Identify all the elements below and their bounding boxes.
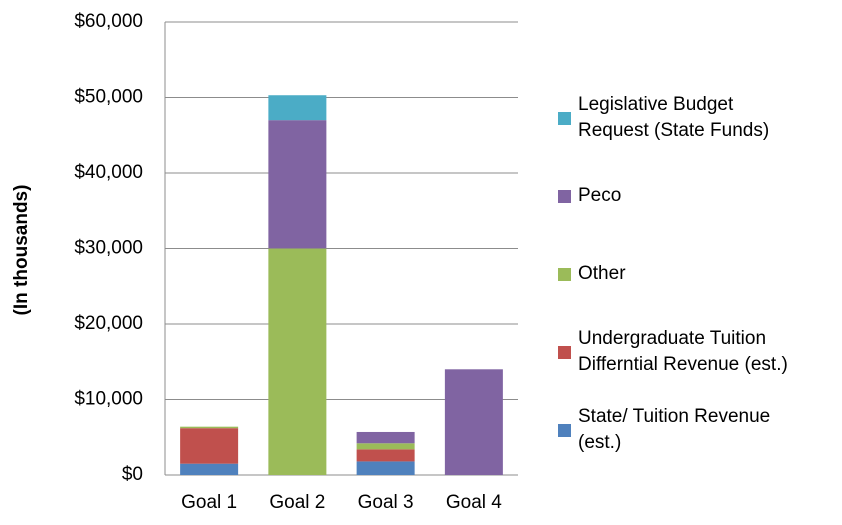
bar-segment	[180, 428, 239, 464]
x-tick-label: Goal 4	[446, 492, 502, 513]
legend-label: Peco	[578, 185, 622, 206]
bar-segment	[180, 463, 239, 475]
legend-item: Other	[558, 248, 798, 300]
bar-segment	[444, 369, 503, 475]
bar-segment	[180, 426, 239, 429]
x-tick-label: Goal 3	[358, 492, 414, 513]
bar-segment	[356, 431, 415, 444]
y-tick-label: $30,000	[74, 238, 143, 259]
bar-segment	[268, 120, 327, 249]
legend-item: Peco	[558, 170, 798, 222]
legend-swatch	[558, 345, 571, 359]
y-axis-label: (In thousands)	[11, 185, 32, 316]
bar-segment	[268, 248, 327, 475]
legend-item: Undergraduate Tuition Differntial Revenu…	[558, 326, 798, 378]
y-tick-label: $60,000	[74, 11, 143, 32]
legend-swatch	[558, 267, 571, 281]
legend-label: Legislative Budget Request (State Funds)	[578, 94, 770, 141]
legend-item: State/ Tuition Revenue (est.)	[558, 404, 798, 456]
legend-swatch	[558, 111, 571, 125]
y-tick-label: $0	[122, 464, 143, 485]
legend-label: Other	[578, 263, 626, 284]
legend-label: Undergraduate Tuition Differntial Revenu…	[578, 328, 788, 375]
legend-swatch	[558, 189, 571, 203]
x-tick-label: Goal 2	[269, 492, 325, 513]
y-tick-label: $40,000	[74, 162, 143, 183]
legend-swatch	[558, 423, 571, 437]
bar-segment	[268, 95, 327, 121]
legend-label: State/ Tuition Revenue (est.)	[578, 406, 771, 453]
bar-segment	[356, 443, 415, 450]
y-tick-label: $50,000	[74, 87, 143, 108]
y-tick-label: $20,000	[74, 313, 143, 334]
y-tick-label: $10,000	[74, 389, 143, 410]
bar-segment	[356, 461, 415, 475]
legend-item: Legislative Budget Request (State Funds)	[558, 92, 798, 144]
bar-segment	[356, 449, 415, 462]
x-tick-label: Goal 1	[181, 492, 237, 513]
